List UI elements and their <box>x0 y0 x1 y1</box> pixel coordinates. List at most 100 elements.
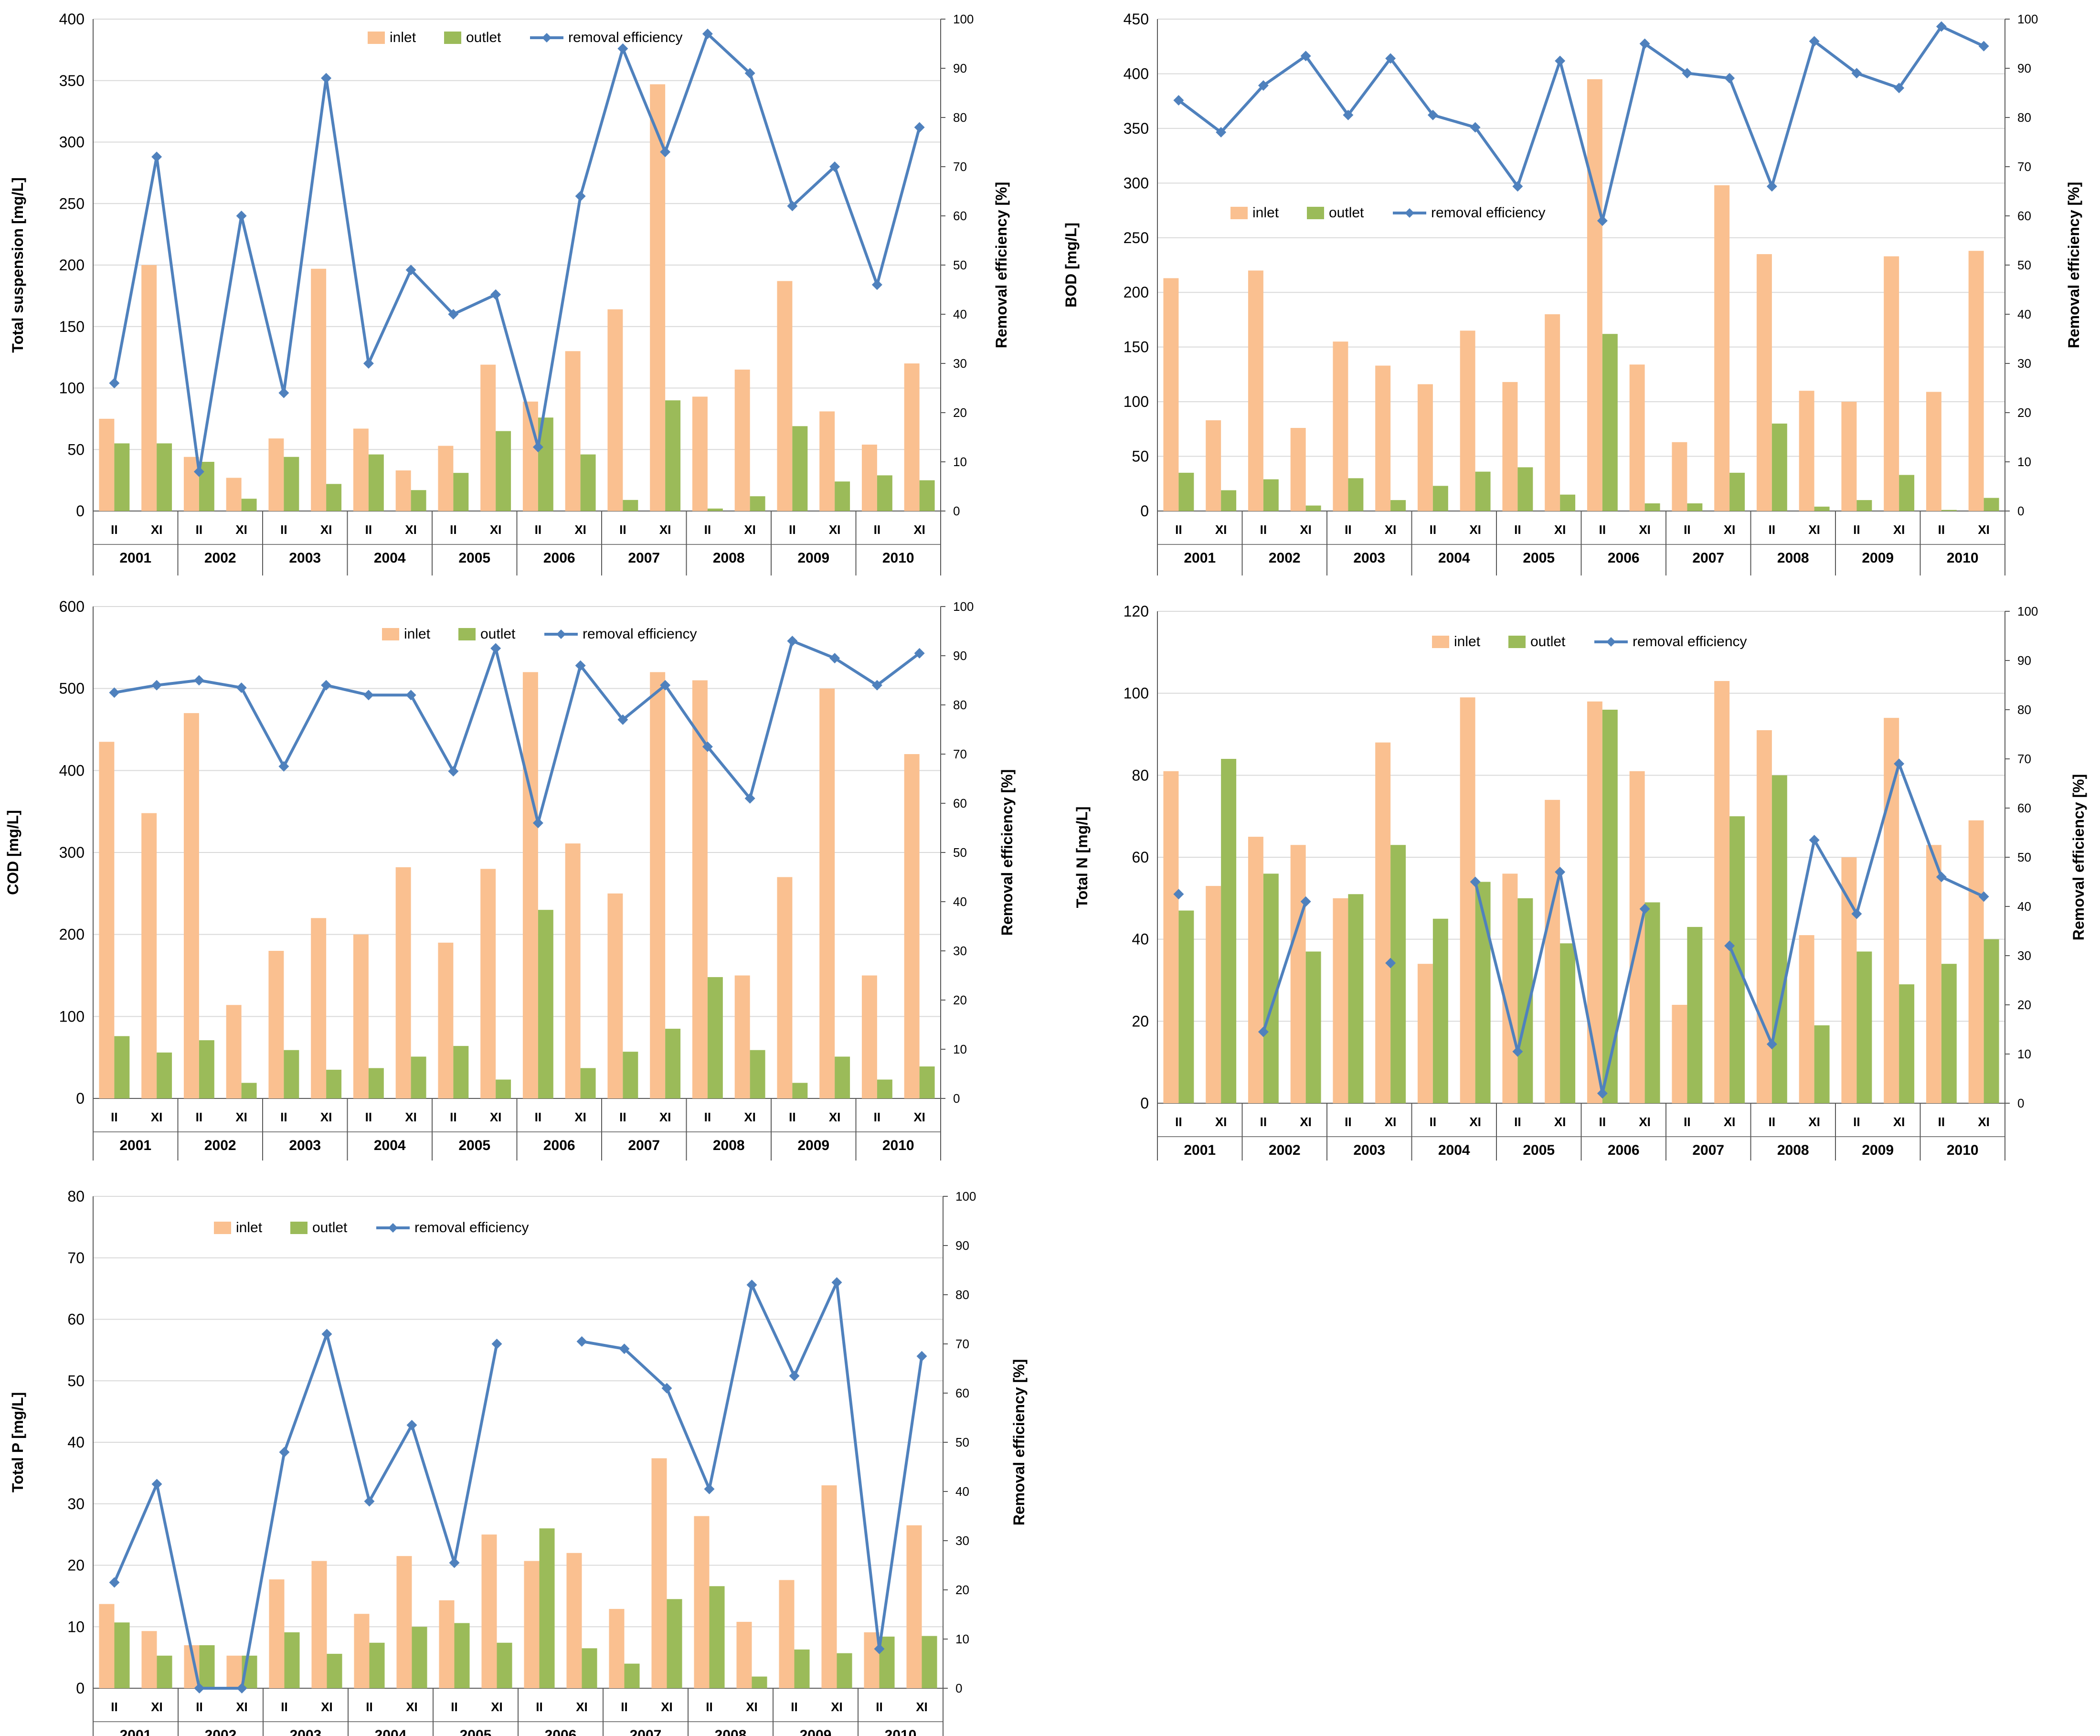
bar-outlet <box>1390 500 1406 511</box>
bar-inlet <box>1545 314 1560 511</box>
x-year-label: 2005 <box>1523 550 1555 566</box>
x-period-label: XI <box>659 522 671 537</box>
bar-outlet <box>1560 494 1576 511</box>
x-period-label: XI <box>1724 522 1736 537</box>
y-tick-label: 400 <box>1124 65 1149 82</box>
y-tick-label: 500 <box>59 680 85 697</box>
efficiency-point <box>874 1643 885 1654</box>
bar-inlet <box>524 1561 540 1688</box>
y-tick-label: 100 <box>59 380 85 397</box>
y2-tick-label: 60 <box>2017 801 2031 815</box>
y-axis-title: Total N [mg/L] <box>1073 807 1091 908</box>
y-tick-label: 150 <box>59 318 85 335</box>
efficiency-point <box>871 680 882 691</box>
y-tick-label: 400 <box>59 11 85 28</box>
bar-outlet <box>1178 910 1194 1103</box>
efficiency-point <box>1597 215 1608 226</box>
efficiency-point <box>363 690 374 701</box>
efficiency-point <box>1427 109 1438 120</box>
efficiency-point <box>1809 36 1820 47</box>
bar-outlet <box>582 1648 597 1688</box>
bar-inlet <box>1968 820 1984 1103</box>
y2-tick-label: 70 <box>953 160 967 174</box>
x-period-label: XI <box>321 1700 333 1714</box>
x-year-label: 2003 <box>289 550 321 566</box>
efficiency-point <box>1258 80 1269 91</box>
efficiency-point <box>1766 181 1777 192</box>
efficiency-point <box>1682 68 1693 79</box>
y-tick-label: 30 <box>67 1495 85 1512</box>
y2-tick-label: 50 <box>953 258 967 272</box>
x-year-label: 2009 <box>800 1727 832 1736</box>
x-period-label: II <box>621 1700 627 1714</box>
x-period-label: II <box>280 1110 287 1124</box>
x-year-label: 2008 <box>1777 1142 1809 1158</box>
efficiency-point <box>1724 73 1735 84</box>
legend-label-efficiency: removal efficiency <box>568 30 683 45</box>
bar-outlet <box>837 1653 852 1688</box>
y2-tick-label: 40 <box>953 895 967 909</box>
legend-label-inlet: inlet <box>1252 205 1279 221</box>
efficiency-point <box>1343 109 1354 120</box>
x-period-label: XI <box>1639 522 1651 537</box>
efficiency-point <box>660 147 671 158</box>
efficiency-point <box>1978 891 1989 902</box>
efficiency-point <box>575 660 586 671</box>
efficiency-point <box>702 741 713 752</box>
y2-tick-label: 40 <box>2017 899 2031 914</box>
bar-outlet <box>1178 472 1194 511</box>
y-tick-label: 350 <box>59 72 85 89</box>
efficiency-point <box>405 265 416 276</box>
x-period-label: II <box>1684 1115 1690 1129</box>
bar-outlet <box>241 1083 257 1098</box>
bar-outlet <box>538 910 553 1098</box>
y-tick-label: 0 <box>76 1680 85 1697</box>
bar-inlet <box>438 446 454 511</box>
x-year-label: 2004 <box>374 1138 406 1153</box>
x-period-label: II <box>1514 522 1521 537</box>
bar-inlet <box>1206 420 1221 511</box>
y-tick-label: 120 <box>1124 603 1149 620</box>
efficiency-point <box>151 680 162 691</box>
x-year-label: 2008 <box>713 1138 745 1153</box>
x-period-label: XI <box>490 522 502 537</box>
bar-inlet <box>1545 799 1560 1103</box>
bar-inlet <box>565 843 581 1098</box>
bar-inlet <box>268 438 284 511</box>
bar-outlet <box>368 1068 384 1098</box>
y-tick-label: 60 <box>67 1311 85 1328</box>
efficiency-point <box>916 1351 927 1362</box>
x-period-label: XI <box>235 522 247 537</box>
bar-outlet <box>707 977 723 1098</box>
x-period-label: II <box>704 1110 711 1124</box>
efficiency-point <box>1894 758 1905 769</box>
legend-swatch-inlet <box>1432 636 1449 648</box>
bar-outlet <box>1814 1025 1830 1103</box>
bar-inlet <box>99 742 115 1098</box>
x-year-label: 2003 <box>289 1138 321 1153</box>
bar-inlet <box>1926 392 1941 511</box>
x-period-label: II <box>789 522 795 537</box>
efficiency-point <box>744 793 755 804</box>
efficiency-point <box>236 1683 247 1693</box>
x-year-label: 2007 <box>628 1138 660 1153</box>
x-year-label: 2003 <box>290 1727 322 1736</box>
bar-inlet <box>1417 384 1433 511</box>
bar-outlet <box>114 443 130 511</box>
x-year-label: 2005 <box>460 1727 492 1736</box>
y2-tick-label: 0 <box>2017 1096 2024 1110</box>
bar-outlet <box>1475 471 1491 511</box>
y-tick-label: 20 <box>67 1557 85 1574</box>
y2-tick-label: 90 <box>2017 653 2031 668</box>
efficiency-point <box>109 1577 120 1588</box>
bar-inlet <box>353 934 369 1098</box>
efficiency-point <box>1639 38 1650 49</box>
bar-outlet <box>284 1632 300 1688</box>
x-period-label: II <box>1430 522 1436 537</box>
bar-inlet <box>819 688 835 1098</box>
bar-inlet <box>1502 873 1518 1103</box>
y-tick-label: 50 <box>1132 448 1149 465</box>
y2-axis-title: Removal efficiency [%] <box>2070 774 2087 941</box>
efficiency-point <box>831 1277 842 1288</box>
bar-inlet <box>438 942 454 1098</box>
